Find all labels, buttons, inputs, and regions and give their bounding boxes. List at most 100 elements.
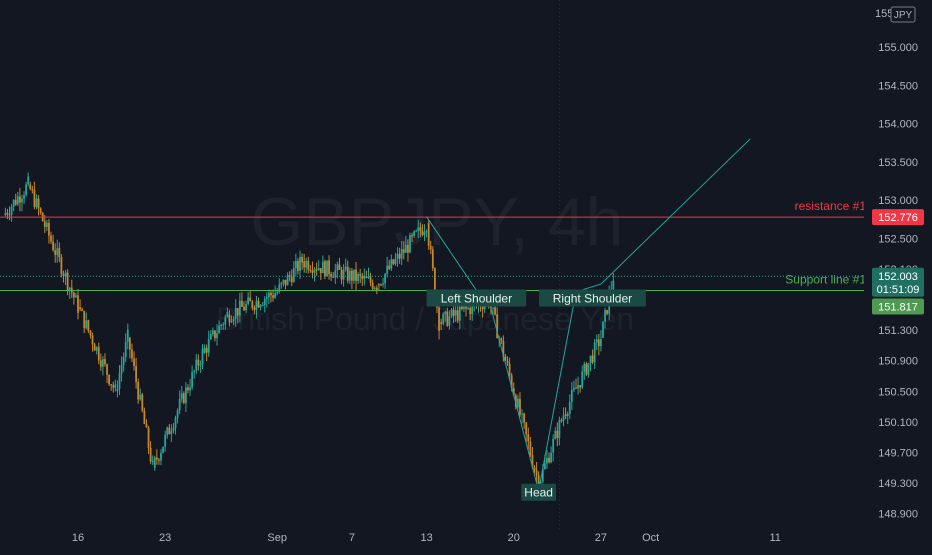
- candle-body: [315, 269, 318, 271]
- candle: [178, 390, 181, 415]
- candle-body: [25, 184, 28, 196]
- candle: [450, 308, 453, 318]
- candle: [411, 232, 413, 243]
- candle-body: [442, 314, 445, 324]
- candle: [255, 295, 258, 319]
- candle: [523, 412, 526, 430]
- candle-body: [448, 316, 451, 326]
- candle: [45, 219, 48, 231]
- candle: [33, 181, 36, 210]
- candle-body: [106, 364, 108, 375]
- candle: [276, 288, 279, 296]
- candle: [552, 434, 555, 462]
- candle: [417, 219, 420, 239]
- candle: [211, 327, 214, 337]
- candle-body: [137, 381, 140, 400]
- candle: [151, 455, 154, 466]
- candle: [56, 239, 59, 263]
- candle: [50, 231, 52, 245]
- candle: [272, 289, 274, 302]
- candle: [251, 300, 254, 311]
- candle: [182, 391, 185, 405]
- candle-body: [274, 293, 277, 298]
- candle-body: [324, 261, 326, 277]
- candle: [367, 267, 370, 279]
- candle-body: [554, 430, 557, 439]
- candle-body: [209, 334, 212, 340]
- candle-body: [112, 385, 115, 388]
- candle: [185, 382, 187, 412]
- candle-body: [197, 359, 200, 366]
- candle-body: [595, 339, 598, 343]
- candle: [334, 263, 337, 284]
- candle: [570, 382, 573, 410]
- candle: [214, 330, 216, 342]
- candle-body: [230, 321, 233, 323]
- candle: [106, 363, 108, 384]
- candle-body: [45, 222, 48, 227]
- candle-body: [382, 283, 384, 285]
- candle-body: [415, 230, 418, 232]
- candle: [274, 285, 277, 299]
- left-shoulder-label-box: [426, 289, 527, 307]
- candle-body: [307, 260, 310, 270]
- candle: [155, 449, 158, 465]
- candle-body: [452, 309, 455, 316]
- candle-body: [305, 260, 308, 268]
- candle-body: [566, 413, 569, 417]
- candle: [419, 222, 422, 238]
- candle: [14, 193, 17, 206]
- time-tick-label: 23: [159, 532, 171, 544]
- candle: [469, 305, 472, 321]
- time-tick-label: Oct: [642, 532, 659, 544]
- candle-body: [552, 438, 555, 453]
- candle: [583, 361, 586, 380]
- candle-body: [444, 311, 447, 315]
- candle-body: [543, 463, 546, 469]
- left-shoulder-label: Left Shoulder: [441, 291, 512, 305]
- resistance-price-tag-box: [872, 209, 924, 226]
- candle: [581, 365, 584, 390]
- candle: [95, 346, 98, 355]
- candle: [102, 356, 104, 376]
- candle-body: [151, 460, 154, 462]
- candle: [232, 316, 235, 326]
- candle: [519, 392, 521, 418]
- candle-body: [180, 393, 183, 400]
- candle: [166, 426, 169, 439]
- candle: [577, 376, 579, 395]
- candle-body: [39, 208, 42, 213]
- candle-body: [386, 265, 389, 274]
- price-tick-label: 148.900: [878, 509, 918, 521]
- candle-body: [56, 248, 59, 255]
- candle-body: [375, 287, 378, 290]
- candle-body: [89, 330, 92, 336]
- candle: [147, 425, 150, 454]
- candle: [377, 283, 380, 291]
- candle: [431, 246, 434, 271]
- candle: [52, 234, 54, 252]
- candle: [253, 305, 256, 315]
- candle: [404, 236, 407, 253]
- candle: [282, 279, 285, 287]
- candle-body: [276, 291, 279, 294]
- candle-body: [309, 269, 312, 271]
- candle-body: [577, 385, 579, 389]
- candle: [180, 385, 183, 403]
- candle-body: [450, 309, 453, 317]
- candle: [448, 310, 451, 330]
- candle-body: [564, 414, 567, 417]
- candle-body: [332, 276, 335, 278]
- candle-body: [23, 195, 25, 199]
- candle: [261, 302, 264, 307]
- candle-body: [33, 190, 36, 208]
- candle-body: [319, 268, 322, 274]
- candle: [265, 292, 268, 308]
- candle: [564, 407, 567, 420]
- candle: [415, 229, 418, 233]
- candle: [222, 322, 225, 330]
- candle: [257, 297, 260, 309]
- candle-body: [153, 457, 156, 468]
